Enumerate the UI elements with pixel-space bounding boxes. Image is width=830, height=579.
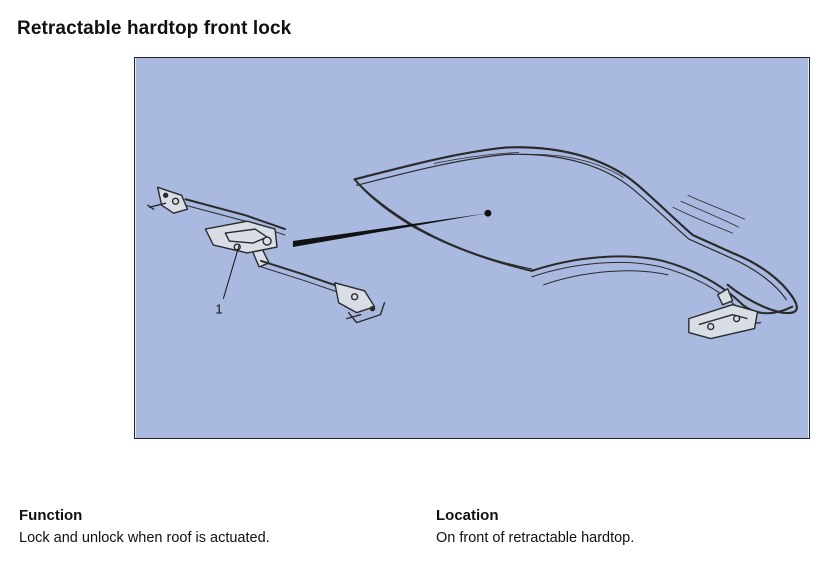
rear-hinge-bracket	[688, 288, 759, 340]
function-text: Lock and unlock when roof is actuated.	[19, 530, 270, 546]
function-section: Function Lock and unlock when roof is ac…	[19, 507, 270, 546]
location-text: On front of retractable hardtop.	[436, 530, 635, 546]
location-heading: Location	[436, 507, 499, 524]
function-heading: Function	[19, 507, 83, 524]
hardtop-illustration: 1	[134, 57, 810, 439]
hardtop-roof	[353, 146, 798, 324]
location-section: Location On front of retractable hardtop…	[436, 507, 634, 546]
locator-dot	[484, 209, 492, 217]
front-lock-assembly	[147, 186, 386, 324]
callout-1-leader	[222, 244, 240, 299]
locator-leader	[292, 213, 488, 248]
callout-1-label: 1	[215, 302, 222, 317]
page-title: Retractable hardtop front lock	[17, 18, 292, 39]
